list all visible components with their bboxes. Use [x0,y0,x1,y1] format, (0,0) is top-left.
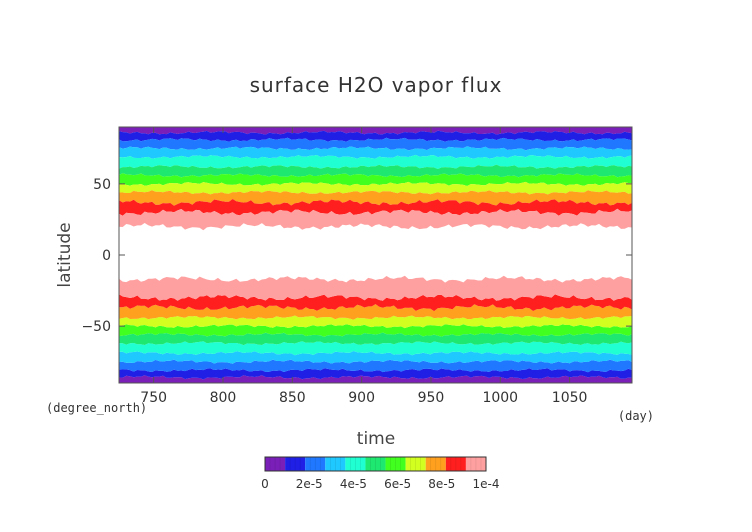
contour-band-north-6 [119,173,632,186]
contour-band-south-6 [119,324,632,337]
contour-band-south-10 [119,275,632,301]
plot-area [119,127,632,383]
colorbar-swatch [465,457,486,471]
contour-band-north-8 [119,190,632,206]
colorbar-swatch [445,457,466,471]
colorbar-swatch [345,457,366,471]
x-axis-label: time [357,429,395,449]
x-tick-label: 800 [210,390,237,406]
colorbar-tick-label: 0 [261,477,269,491]
contour-band-south-7 [119,315,632,329]
colorbar-swatch [425,457,446,471]
colorbar-swatch [325,457,346,471]
colorbar-labels: 0 2e-5 4e-5 6e-5 8e-5 1e-4 [261,477,499,491]
colorbar-swatch [265,457,286,471]
y-tick-label: 0 [102,248,111,264]
contour-band-north-0 [119,127,632,135]
contour-band-south-3 [119,351,632,364]
y-tick-label: −50 [81,319,111,335]
colorbar-tick-label: 8e-5 [428,477,455,491]
contour-band-south-2 [119,359,632,373]
x-tick-label: 850 [279,390,306,406]
x-axis: 750 800 850 900 950 1000 1050 [140,127,587,406]
contour-band-north-2 [119,137,632,151]
y-axis-label: latitude [55,222,75,287]
contour-band-south-4 [119,341,632,356]
x-axis-unit: (day) [618,409,654,423]
x-tick-label: 750 [140,390,167,406]
contour-band-south-1 [119,368,632,380]
contour-band-south-5 [119,332,632,346]
contour-band-south-0 [119,375,632,383]
contour-band-north-4 [119,154,632,169]
y-axis-unit: (degree_north) [46,401,147,415]
x-tick-label: 1000 [482,390,518,406]
colorbar-tick-label: 4e-5 [340,477,367,491]
colorbar-tick-label: 6e-5 [384,477,411,491]
y-axis: −50 0 50 [81,177,632,335]
colorbar-frame [264,456,487,472]
y-tick-label: 50 [93,177,111,193]
x-tick-label: 900 [348,390,375,406]
x-tick-label: 1050 [552,390,588,406]
contour-band-north-3 [119,146,632,159]
contour-band-north-9 [119,199,632,216]
contour-band-north-5 [119,164,632,178]
colorbar-swatch [285,457,306,471]
colorbar-tick-label: 2e-5 [296,477,323,491]
colorbar-swatch [305,457,326,471]
contour-band-north-1 [119,130,632,142]
colorbar [264,456,487,472]
colorbar-swatch [405,457,426,471]
contour-band-north-7 [119,181,632,195]
chart-title: surface H2O vapor flux [250,73,503,97]
colorbar-swatch [365,457,386,471]
contour-band-south-8 [119,304,632,320]
colorbar-swatch [385,457,406,471]
x-tick-label: 950 [418,390,445,406]
colorbar-tick-label: 1e-4 [473,477,500,491]
contour-band-south-9 [119,294,632,312]
contour-band-north-10 [119,208,632,231]
